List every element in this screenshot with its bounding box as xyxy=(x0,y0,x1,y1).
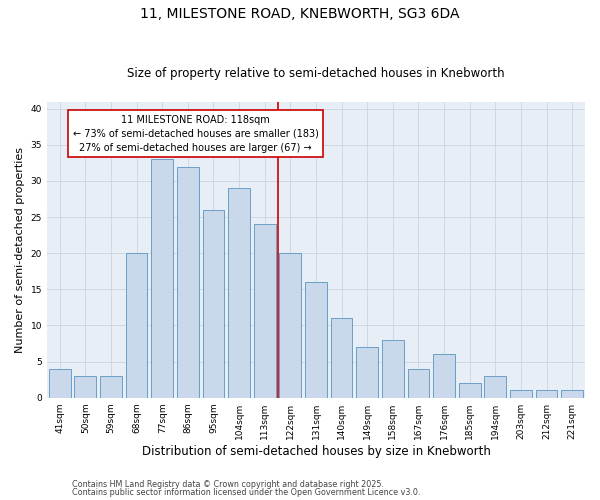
Bar xyxy=(433,354,455,398)
Bar xyxy=(561,390,583,398)
Text: 11, MILESTONE ROAD, KNEBWORTH, SG3 6DA: 11, MILESTONE ROAD, KNEBWORTH, SG3 6DA xyxy=(140,8,460,22)
Bar xyxy=(151,160,173,398)
Bar xyxy=(126,253,148,398)
Text: Contains HM Land Registry data © Crown copyright and database right 2025.: Contains HM Land Registry data © Crown c… xyxy=(72,480,384,489)
Bar xyxy=(74,376,96,398)
X-axis label: Distribution of semi-detached houses by size in Knebworth: Distribution of semi-detached houses by … xyxy=(142,444,490,458)
Text: Contains public sector information licensed under the Open Government Licence v3: Contains public sector information licen… xyxy=(72,488,421,497)
Bar xyxy=(305,282,327,398)
Bar xyxy=(331,318,352,398)
Bar xyxy=(203,210,224,398)
Bar xyxy=(254,224,275,398)
Bar xyxy=(100,376,122,398)
Bar xyxy=(177,166,199,398)
Bar xyxy=(49,369,71,398)
Bar xyxy=(459,384,481,398)
Title: Size of property relative to semi-detached houses in Knebworth: Size of property relative to semi-detach… xyxy=(127,66,505,80)
Bar xyxy=(484,376,506,398)
Bar xyxy=(407,369,430,398)
Bar xyxy=(280,253,301,398)
Bar xyxy=(382,340,404,398)
Bar xyxy=(228,188,250,398)
Bar xyxy=(536,390,557,398)
Bar xyxy=(510,390,532,398)
Bar xyxy=(356,347,378,398)
Y-axis label: Number of semi-detached properties: Number of semi-detached properties xyxy=(15,146,25,352)
Text: 11 MILESTONE ROAD: 118sqm
← 73% of semi-detached houses are smaller (183)
27% of: 11 MILESTONE ROAD: 118sqm ← 73% of semi-… xyxy=(73,114,319,152)
